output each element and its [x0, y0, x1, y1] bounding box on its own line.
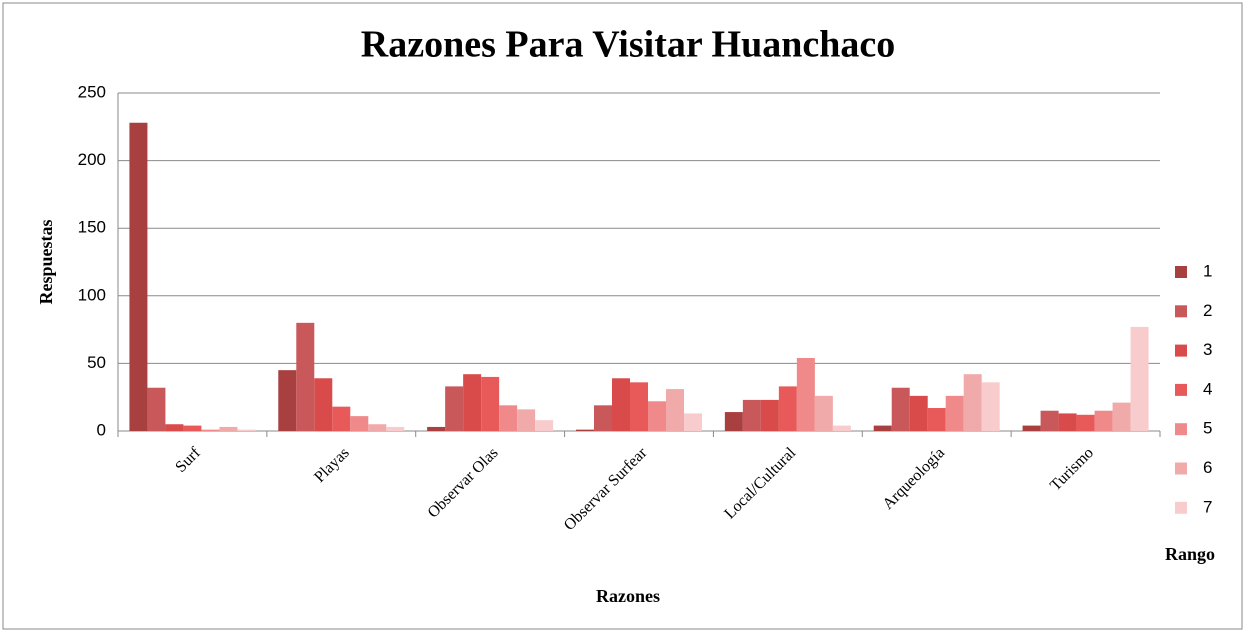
bar [648, 401, 666, 431]
bar [724, 412, 743, 431]
bar [296, 322, 315, 431]
legend-swatch [1175, 462, 1187, 475]
bar [594, 405, 612, 431]
bar [517, 409, 536, 431]
legend-swatch [1175, 266, 1187, 278]
y-tick-label: 200 [78, 150, 106, 169]
bar [165, 424, 184, 431]
legend-swatch [1175, 383, 1187, 396]
bar [891, 387, 910, 431]
bar [481, 376, 500, 431]
bar [796, 357, 815, 431]
legend-label: 7 [1203, 497, 1212, 516]
legend-title: Rango [1165, 544, 1215, 564]
bar [386, 426, 405, 431]
y-tick-label: 100 [78, 285, 106, 304]
legend-swatch [1175, 423, 1187, 436]
bar [350, 416, 369, 431]
bar [1022, 425, 1041, 431]
bar [1112, 402, 1131, 431]
bar [201, 429, 220, 431]
legend-label: 1 [1203, 261, 1212, 280]
bar [684, 413, 702, 431]
bar [909, 395, 928, 431]
bar [219, 426, 238, 431]
legend-swatch [1175, 344, 1187, 357]
bar [1058, 413, 1077, 431]
legend-label: 6 [1203, 458, 1212, 477]
bar [778, 386, 797, 431]
bar [760, 399, 779, 431]
bar [1076, 414, 1095, 431]
bar [873, 425, 892, 431]
y-tick-label: 50 [87, 353, 106, 372]
legend-label: 5 [1203, 419, 1212, 438]
bar [927, 408, 946, 431]
bar [314, 378, 333, 431]
y-tick-label: 0 [97, 420, 106, 439]
bar [1130, 326, 1149, 431]
legend-label: 4 [1203, 379, 1212, 398]
y-tick-label: 150 [78, 218, 106, 237]
bar [945, 395, 964, 431]
bar [183, 425, 202, 431]
x-axis-title: Razones [596, 586, 660, 606]
bar [1094, 410, 1113, 431]
bar [814, 395, 833, 431]
legend-label: 2 [1203, 301, 1212, 320]
chart-title: Razones Para Visitar Huanchaco [361, 24, 895, 66]
bar [278, 370, 297, 431]
legend-swatch [1175, 305, 1187, 318]
y-tick-label: 250 [78, 82, 106, 101]
bar [129, 122, 148, 431]
bar [237, 429, 256, 431]
bar [463, 374, 482, 431]
bar [832, 425, 851, 431]
bar [981, 382, 1000, 431]
bar [666, 389, 684, 431]
bar [630, 382, 648, 431]
bar [612, 378, 630, 431]
bar [332, 406, 351, 431]
legend-swatch [1175, 501, 1187, 514]
bar [742, 399, 761, 431]
bar [147, 387, 166, 431]
bar [576, 429, 594, 431]
bar [535, 420, 554, 431]
bar [445, 386, 464, 431]
bar [499, 405, 518, 431]
bar [1040, 410, 1059, 431]
y-axis-title: Respuestas [36, 219, 56, 304]
bar [427, 426, 446, 431]
bar [963, 374, 982, 431]
bar [368, 424, 387, 431]
legend-label: 3 [1203, 340, 1212, 359]
